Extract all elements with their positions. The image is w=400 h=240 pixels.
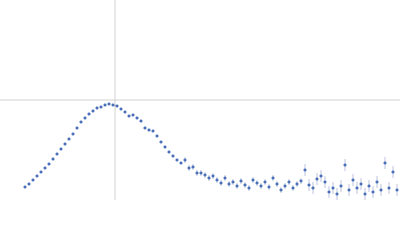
point (99, 105, 103, 109)
point (107, 102, 111, 106)
point (383, 161, 387, 165)
point (387, 186, 391, 190)
point (147, 128, 151, 132)
point (123, 110, 127, 114)
point (347, 188, 351, 192)
point (91, 109, 95, 113)
point (195, 171, 199, 175)
point (75, 126, 79, 130)
point (319, 174, 323, 178)
point (291, 186, 295, 190)
point (359, 182, 363, 186)
point (171, 154, 175, 158)
point (279, 188, 283, 192)
point (127, 114, 131, 118)
point (307, 183, 311, 187)
point (331, 186, 335, 190)
point (263, 180, 267, 184)
point (259, 184, 263, 188)
point (31, 178, 35, 182)
point (103, 103, 107, 107)
point (219, 181, 223, 185)
point (327, 190, 331, 194)
point (143, 126, 147, 130)
point (391, 170, 395, 174)
point (251, 178, 255, 182)
point (87, 112, 91, 116)
point (283, 184, 287, 188)
point (223, 176, 227, 180)
point (355, 186, 359, 190)
point (271, 176, 275, 180)
point (243, 183, 247, 187)
point (207, 176, 211, 180)
point (23, 185, 27, 189)
point (339, 184, 343, 188)
point (59, 147, 63, 151)
point (79, 120, 83, 124)
point (231, 180, 235, 184)
point (227, 182, 231, 186)
point (371, 190, 375, 194)
point (151, 129, 155, 133)
point (43, 166, 47, 170)
point (247, 186, 251, 190)
point (131, 113, 135, 117)
point (51, 157, 55, 161)
point (235, 184, 239, 188)
point (71, 132, 75, 136)
point (255, 181, 259, 185)
point (83, 116, 87, 120)
point (187, 166, 191, 170)
point (95, 106, 99, 110)
point (315, 177, 319, 181)
point (199, 171, 203, 175)
point (395, 188, 399, 192)
point (159, 140, 163, 144)
point (115, 104, 119, 108)
point (299, 179, 303, 183)
point (135, 116, 139, 120)
point (179, 161, 183, 165)
point (67, 137, 71, 141)
point (163, 145, 167, 149)
point (39, 170, 43, 174)
point (155, 134, 159, 138)
point (275, 182, 279, 186)
point (139, 119, 143, 123)
point (287, 180, 291, 184)
point (303, 168, 307, 172)
point (351, 178, 355, 182)
point (55, 152, 59, 156)
point (311, 186, 315, 190)
point (183, 158, 187, 162)
point (343, 163, 347, 167)
point (119, 107, 123, 111)
point (191, 165, 195, 169)
point (367, 184, 371, 188)
point (335, 192, 339, 196)
point (27, 182, 31, 186)
point (379, 188, 383, 192)
point (47, 162, 51, 166)
point (363, 192, 367, 196)
point (239, 179, 243, 183)
point (295, 182, 299, 186)
point (323, 180, 327, 184)
point (111, 103, 115, 107)
point (175, 158, 179, 162)
chart (0, 0, 400, 200)
point (267, 185, 271, 189)
point (63, 142, 67, 146)
point (35, 174, 39, 178)
point (215, 178, 219, 182)
point (167, 150, 171, 154)
point (211, 174, 215, 178)
point (203, 173, 207, 177)
point (375, 180, 379, 184)
